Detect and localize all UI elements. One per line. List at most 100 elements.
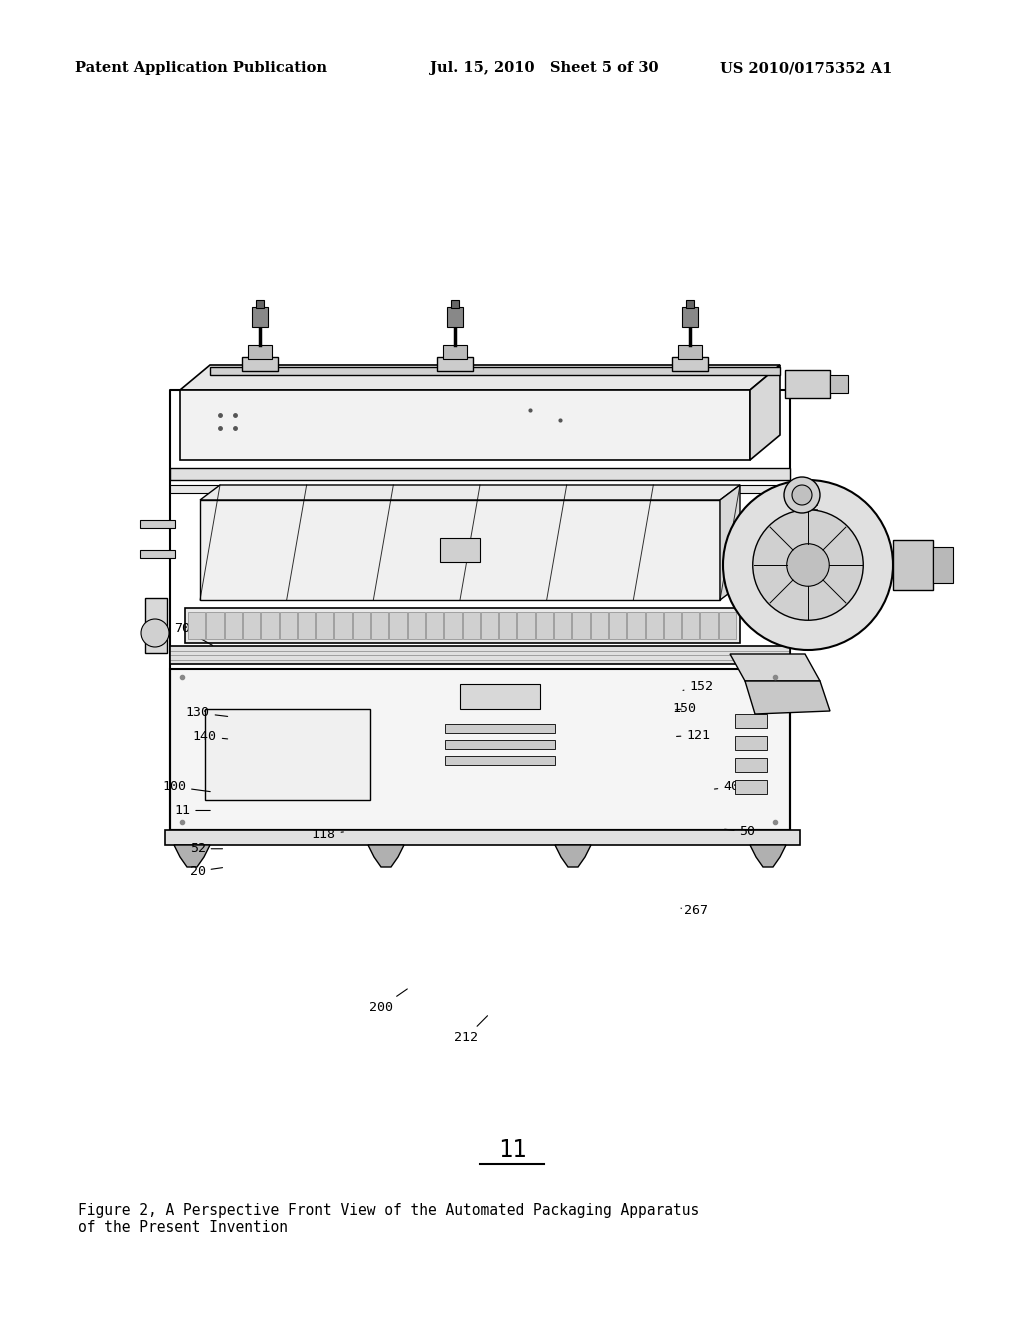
Bar [682, 308, 698, 327]
Text: Figure 2, A Perspective Front View of the Automated Packaging Apparatus: Figure 2, A Perspective Front View of th… [78, 1203, 699, 1217]
Text: 11: 11 [174, 804, 210, 817]
Bar [180, 389, 750, 459]
Polygon shape [174, 845, 210, 867]
Text: 152: 152 [683, 680, 714, 693]
Bar [145, 598, 167, 653]
Bar [719, 612, 736, 639]
Bar [933, 546, 953, 583]
Bar [795, 510, 817, 517]
Bar [795, 484, 817, 492]
Text: 150: 150 [672, 702, 696, 715]
Text: US 2010/0175352 A1: US 2010/0175352 A1 [720, 61, 892, 75]
Bar [188, 612, 205, 639]
Bar [627, 612, 644, 639]
Bar [389, 612, 407, 639]
Bar [335, 612, 351, 639]
Bar [664, 612, 681, 639]
Bar [256, 300, 264, 308]
Text: 100: 100 [162, 780, 210, 793]
Bar [785, 370, 830, 399]
Bar [672, 356, 708, 371]
Circle shape [786, 544, 829, 586]
Bar [210, 367, 780, 375]
Bar [185, 609, 740, 643]
Bar [170, 669, 790, 830]
Bar [248, 345, 272, 359]
Bar [352, 612, 370, 639]
Polygon shape [368, 845, 404, 867]
Bar [426, 612, 443, 639]
Text: 20: 20 [189, 865, 222, 878]
Text: 50: 50 [725, 825, 756, 838]
Bar [200, 500, 720, 601]
Bar [499, 612, 516, 639]
Polygon shape [730, 653, 820, 681]
Bar [140, 550, 175, 558]
Bar [481, 612, 498, 639]
Circle shape [723, 480, 893, 649]
Bar [437, 356, 473, 371]
Text: 52: 52 [189, 842, 222, 855]
Bar [224, 612, 242, 639]
Text: 11: 11 [498, 1138, 526, 1162]
Bar [280, 612, 297, 639]
Bar [445, 723, 555, 733]
Bar [795, 498, 817, 506]
Bar [735, 780, 767, 795]
Bar [252, 308, 268, 327]
Bar [371, 612, 388, 639]
Bar [445, 756, 555, 766]
Bar [447, 308, 463, 327]
Bar [700, 612, 718, 639]
Bar [243, 612, 260, 639]
Text: 118: 118 [311, 828, 343, 841]
Bar [591, 612, 608, 639]
Polygon shape [720, 484, 740, 601]
Text: 140: 140 [193, 730, 227, 743]
Text: Patent Application Publication: Patent Application Publication [75, 61, 327, 75]
Bar [893, 540, 933, 590]
Bar [645, 612, 663, 639]
Circle shape [792, 484, 812, 506]
Text: 212: 212 [454, 1015, 487, 1044]
Bar [678, 345, 702, 359]
Bar [140, 520, 175, 528]
Text: 200: 200 [369, 989, 408, 1014]
Bar [165, 830, 800, 845]
Polygon shape [180, 366, 780, 389]
Bar [170, 469, 790, 480]
Text: 402: 402 [715, 780, 748, 793]
Bar [572, 612, 590, 639]
Bar [440, 539, 480, 562]
Bar [205, 709, 370, 800]
Bar [444, 612, 462, 639]
Bar [443, 345, 467, 359]
Bar [682, 612, 699, 639]
Polygon shape [750, 366, 780, 459]
Bar [609, 612, 627, 639]
Bar [463, 612, 480, 639]
Polygon shape [200, 484, 740, 500]
Bar [795, 521, 817, 529]
Bar [735, 714, 767, 729]
Bar [170, 645, 790, 664]
Bar [298, 612, 315, 639]
Bar [445, 741, 555, 748]
Polygon shape [745, 681, 830, 714]
Bar [316, 612, 334, 639]
Text: 70: 70 [174, 622, 213, 645]
Bar [536, 612, 553, 639]
Circle shape [141, 619, 169, 647]
Text: 267: 267 [681, 904, 709, 917]
Bar [735, 758, 767, 772]
Bar [830, 375, 848, 393]
Bar [451, 300, 459, 308]
Bar [795, 533, 817, 541]
Bar [242, 356, 278, 371]
Bar [517, 612, 535, 639]
Text: Jul. 15, 2010   Sheet 5 of 30: Jul. 15, 2010 Sheet 5 of 30 [430, 61, 658, 75]
Text: 121: 121 [677, 729, 711, 742]
Circle shape [784, 477, 820, 513]
Text: of the Present Invention: of the Present Invention [78, 1221, 288, 1236]
Bar [206, 612, 223, 639]
